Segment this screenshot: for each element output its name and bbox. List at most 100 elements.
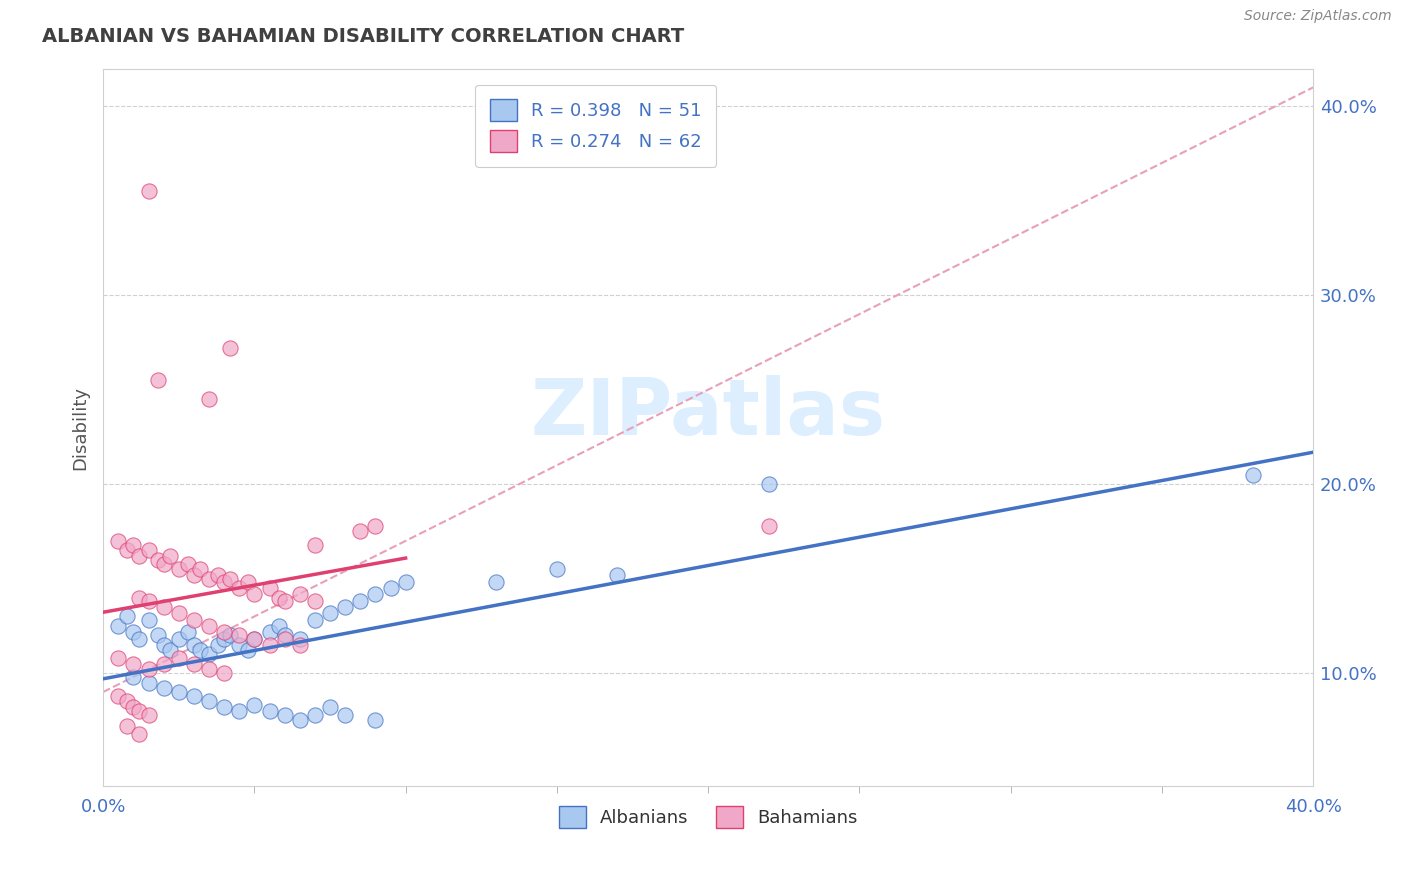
- Point: [146, 628, 169, 642]
- Point: [758, 518, 780, 533]
- Point: [167, 562, 190, 576]
- Point: [288, 714, 311, 728]
- Point: [333, 707, 356, 722]
- Point: [267, 591, 290, 605]
- Point: [152, 557, 174, 571]
- Point: [288, 587, 311, 601]
- Point: [117, 543, 139, 558]
- Point: [152, 638, 174, 652]
- Point: [319, 606, 342, 620]
- Point: [138, 662, 160, 676]
- Point: [238, 643, 260, 657]
- Point: [288, 638, 311, 652]
- Point: [364, 587, 387, 601]
- Point: [198, 572, 221, 586]
- Point: [138, 594, 160, 608]
- Point: [259, 581, 281, 595]
- Point: [152, 657, 174, 671]
- Point: [122, 700, 145, 714]
- Point: [259, 638, 281, 652]
- Point: [212, 666, 235, 681]
- Point: [394, 575, 416, 590]
- Point: [117, 719, 139, 733]
- Point: [228, 704, 250, 718]
- Point: [243, 698, 266, 713]
- Point: [267, 619, 290, 633]
- Point: [107, 533, 129, 548]
- Point: [198, 392, 221, 406]
- Point: [159, 643, 181, 657]
- Point: [333, 599, 356, 614]
- Point: [117, 609, 139, 624]
- Point: [319, 700, 342, 714]
- Point: [364, 518, 387, 533]
- Point: [122, 538, 145, 552]
- Point: [198, 662, 221, 676]
- Point: [183, 657, 205, 671]
- Point: [228, 581, 250, 595]
- Text: Source: ZipAtlas.com: Source: ZipAtlas.com: [1244, 9, 1392, 23]
- Point: [364, 714, 387, 728]
- Point: [349, 524, 371, 539]
- Point: [198, 694, 221, 708]
- Point: [167, 685, 190, 699]
- Y-axis label: Disability: Disability: [72, 385, 89, 469]
- Point: [212, 575, 235, 590]
- Point: [243, 587, 266, 601]
- Point: [238, 575, 260, 590]
- Point: [183, 613, 205, 627]
- Point: [138, 707, 160, 722]
- Point: [107, 689, 129, 703]
- Point: [152, 681, 174, 696]
- Point: [304, 538, 326, 552]
- Point: [183, 689, 205, 703]
- Legend: Albanians, Bahamians: Albanians, Bahamians: [551, 798, 865, 835]
- Point: [273, 628, 295, 642]
- Point: [380, 581, 402, 595]
- Point: [146, 553, 169, 567]
- Point: [177, 624, 200, 639]
- Point: [146, 373, 169, 387]
- Point: [122, 670, 145, 684]
- Point: [228, 628, 250, 642]
- Point: [212, 632, 235, 646]
- Point: [159, 549, 181, 563]
- Point: [219, 572, 242, 586]
- Point: [188, 562, 211, 576]
- Point: [485, 575, 508, 590]
- Point: [758, 477, 780, 491]
- Point: [228, 638, 250, 652]
- Point: [212, 700, 235, 714]
- Point: [243, 632, 266, 646]
- Point: [259, 624, 281, 639]
- Point: [259, 704, 281, 718]
- Point: [304, 594, 326, 608]
- Point: [219, 628, 242, 642]
- Point: [128, 726, 150, 740]
- Point: [273, 632, 295, 646]
- Point: [122, 624, 145, 639]
- Point: [122, 657, 145, 671]
- Point: [207, 638, 229, 652]
- Point: [138, 675, 160, 690]
- Point: [207, 567, 229, 582]
- Point: [138, 613, 160, 627]
- Point: [177, 557, 200, 571]
- Point: [128, 549, 150, 563]
- Point: [198, 619, 221, 633]
- Point: [198, 647, 221, 661]
- Point: [304, 707, 326, 722]
- Point: [288, 632, 311, 646]
- Point: [349, 594, 371, 608]
- Point: [188, 643, 211, 657]
- Point: [138, 543, 160, 558]
- Point: [183, 567, 205, 582]
- Text: ALBANIAN VS BAHAMIAN DISABILITY CORRELATION CHART: ALBANIAN VS BAHAMIAN DISABILITY CORRELAT…: [42, 27, 685, 45]
- Point: [167, 651, 190, 665]
- Point: [212, 624, 235, 639]
- Point: [128, 591, 150, 605]
- Point: [243, 632, 266, 646]
- Point: [107, 651, 129, 665]
- Point: [152, 599, 174, 614]
- Point: [128, 704, 150, 718]
